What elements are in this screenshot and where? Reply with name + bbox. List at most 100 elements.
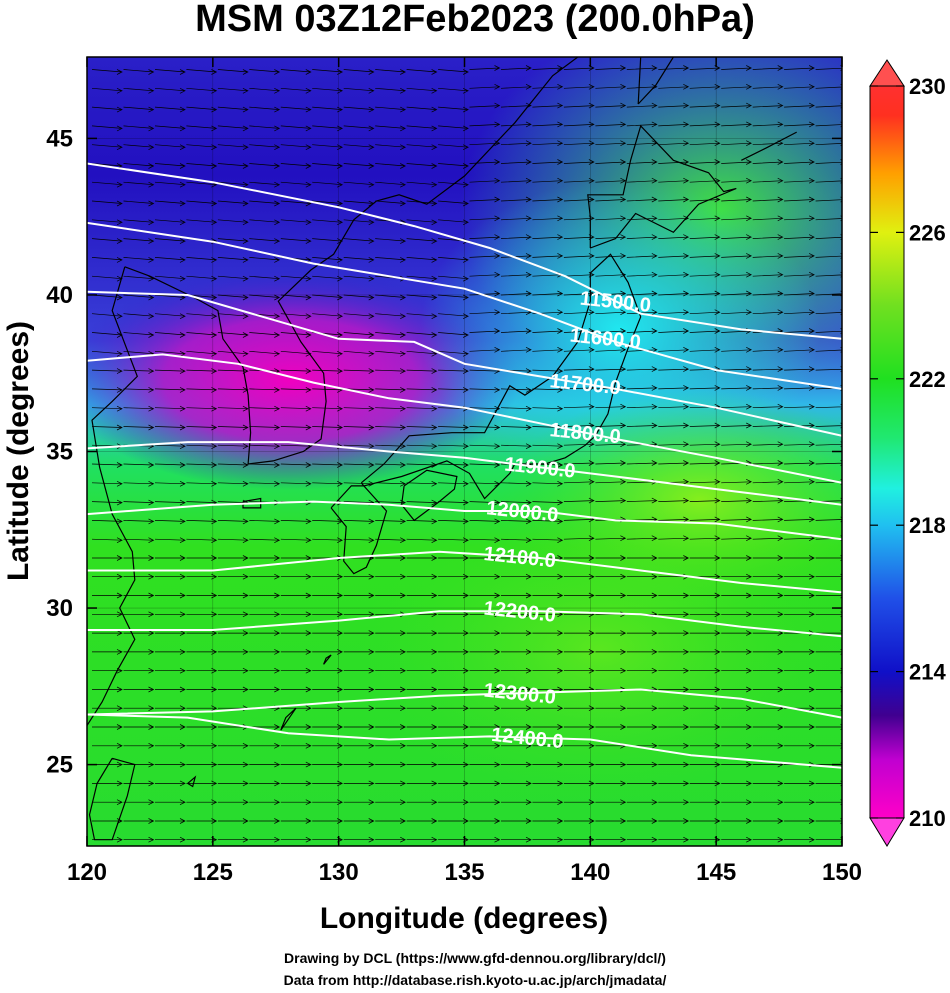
wind-arrow — [784, 346, 815, 353]
wind-arrow — [154, 313, 186, 320]
wind-arrow — [501, 592, 532, 599]
wind-arrow — [217, 761, 249, 768]
wind-arrow — [595, 555, 627, 561]
wind-arrow — [343, 836, 375, 843]
wind-arrow — [784, 818, 815, 824]
wind-arrow — [406, 537, 438, 544]
wind-arrow — [752, 818, 784, 824]
wind-arrow — [249, 742, 281, 749]
wind-arrow — [438, 799, 469, 806]
wind-arrow — [626, 271, 658, 278]
wind-arrow — [721, 724, 752, 730]
wind-arrow — [501, 742, 532, 749]
wind-arrow — [815, 177, 842, 184]
wind-arrow — [532, 537, 564, 544]
wind-arrow — [501, 818, 532, 824]
wind-arrow — [217, 818, 249, 824]
wind-arrow — [689, 271, 721, 278]
wind-arrow — [375, 462, 406, 468]
wind-arrow — [375, 181, 406, 188]
wind-arrow — [469, 462, 501, 468]
wind-arrow — [438, 761, 469, 768]
wind-arrow — [721, 234, 752, 240]
wind-arrow — [123, 611, 155, 618]
wind-arrow — [217, 537, 249, 544]
wind-arrow — [217, 257, 249, 263]
wind-arrow — [815, 836, 842, 843]
wind-arrow — [500, 121, 532, 128]
wind-vectors — [91, 65, 842, 843]
wind-arrow — [626, 724, 658, 730]
wind-arrow — [815, 121, 842, 128]
wind-arrow — [469, 65, 501, 71]
wind-arrow — [186, 686, 218, 693]
wind-arrow — [123, 573, 155, 580]
wind-arrow — [721, 385, 752, 391]
wind-arrow — [406, 742, 438, 749]
wind-arrow — [92, 667, 123, 674]
wind-arrow — [595, 159, 627, 165]
wind-arrow — [595, 761, 627, 768]
wind-arrow — [721, 253, 752, 259]
wind-arrow — [312, 537, 343, 544]
wind-arrow — [658, 836, 690, 843]
wind-arrow — [249, 294, 281, 301]
wind-arrow — [92, 705, 123, 712]
wind-arrow — [312, 238, 343, 244]
wind-arrow — [532, 159, 564, 165]
wind-arrow — [815, 309, 842, 316]
wind-arrow — [563, 649, 595, 655]
wind-arrow — [123, 537, 155, 544]
wind-arrow — [595, 234, 627, 240]
wind-arrow — [532, 705, 564, 712]
wind-arrow — [752, 422, 784, 429]
wind-arrow — [217, 462, 249, 468]
wind-arrow — [784, 592, 815, 599]
wind-arrow — [689, 555, 721, 561]
wind-arrow — [500, 328, 532, 334]
wind-arrow — [532, 102, 564, 109]
wind-arrow — [784, 535, 815, 542]
wind-arrow — [343, 106, 375, 113]
wind-arrow — [658, 724, 690, 730]
wind-arrow — [343, 799, 375, 806]
wind-arrow — [280, 686, 312, 693]
wind-arrow — [721, 177, 752, 184]
wind-arrow — [154, 163, 186, 169]
wind-arrow — [406, 387, 438, 393]
wind-arrow — [186, 667, 218, 674]
wind-arrow — [249, 106, 281, 113]
wind-arrow — [406, 836, 438, 843]
y-tick-label: 45 — [46, 125, 73, 152]
wind-arrow — [280, 724, 312, 730]
wind-arrow — [186, 649, 218, 655]
wind-arrow — [532, 630, 564, 636]
wind-arrow — [626, 422, 658, 429]
wind-arrow — [501, 724, 532, 730]
wind-arrow — [500, 424, 532, 431]
wind-arrow — [92, 555, 123, 561]
wind-arrow — [343, 480, 375, 487]
wind-arrow — [784, 478, 815, 485]
wind-arrow — [469, 592, 501, 599]
wind-arrow — [721, 403, 752, 410]
wind-arrow — [280, 387, 312, 393]
wind-arrow — [752, 516, 784, 523]
wind-arrow — [784, 385, 815, 391]
wind-arrow — [186, 332, 218, 338]
wind-arrow — [438, 667, 469, 674]
wind-arrow — [312, 724, 343, 730]
wind-arrow — [343, 275, 375, 282]
wind-arrow — [249, 799, 281, 806]
wind-arrow — [500, 159, 532, 165]
wind-arrow — [406, 799, 438, 806]
wind-arrow — [312, 630, 343, 636]
wind-arrow — [626, 121, 658, 128]
wind-arrow — [154, 499, 186, 506]
wind-arrow — [406, 630, 438, 636]
wind-arrow — [721, 497, 752, 504]
wind-arrow — [815, 705, 842, 712]
wind-arrow — [343, 818, 375, 824]
wind-arrow — [375, 724, 406, 730]
wind-arrow — [375, 350, 406, 357]
